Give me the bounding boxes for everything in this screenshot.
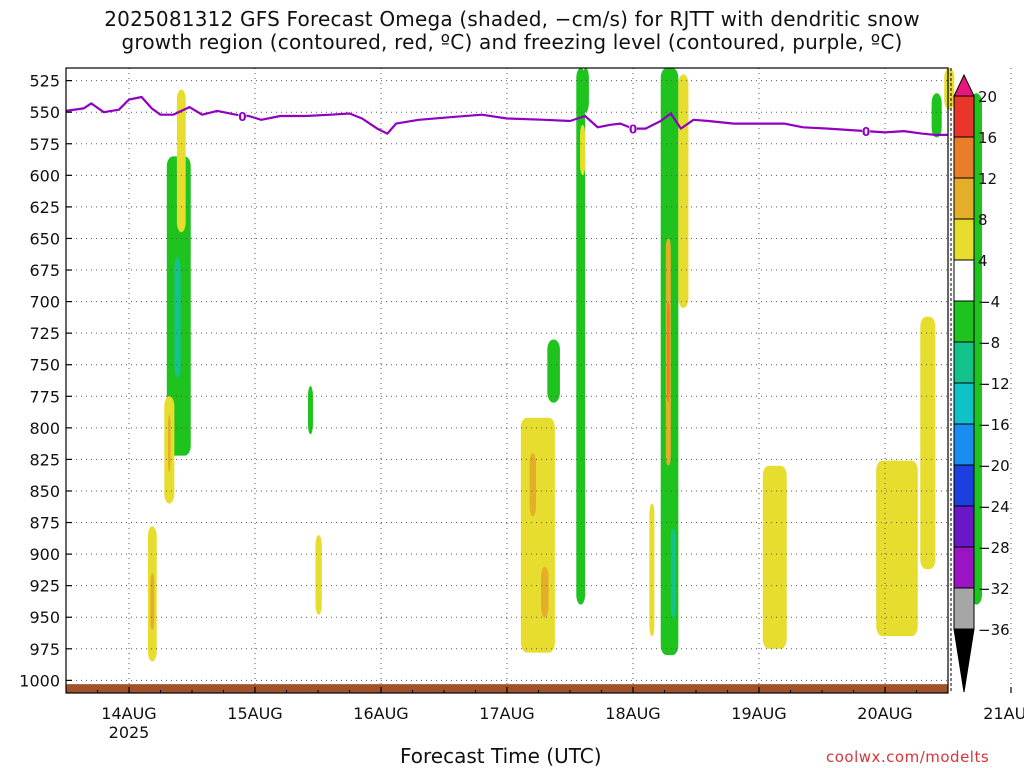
- x-year-label: 2025: [109, 723, 150, 742]
- x-tick-label: 21AUG: [983, 704, 1024, 723]
- chart-title-line1: 2025081312 GFS Forecast Omega (shaded, −…: [104, 7, 920, 31]
- omega-region: [315, 535, 322, 615]
- x-tick-label: 20AUG: [857, 704, 912, 723]
- colorbar-swatch: [953, 95, 975, 138]
- omega-region: [762, 465, 787, 649]
- y-tick-label: 875: [29, 514, 60, 533]
- colorbar-swatch: [953, 300, 975, 343]
- colorbar: 20 16 12 8 4 −4 −8 −12 −16 −20 −24 −28 −32 −36: [953, 73, 1010, 693]
- y-tick-label: 950: [29, 608, 60, 627]
- y-tick-label: 575: [29, 135, 60, 154]
- colorbar-label: −8: [978, 334, 1000, 352]
- colorbar-label: −32: [978, 580, 1010, 598]
- freezing-level-label-bg: [629, 122, 637, 135]
- y-tick-label: 675: [29, 261, 60, 280]
- omega-region: [667, 301, 670, 403]
- y-tick-label: 700: [29, 293, 60, 312]
- colorbar-label: −28: [978, 539, 1010, 557]
- colorbar-label: 8: [978, 211, 988, 229]
- omega-region: [176, 89, 186, 233]
- y-tick-label: 975: [29, 640, 60, 659]
- omega-region: [582, 68, 589, 113]
- colorbar-swatch: [953, 546, 975, 589]
- x-tick-label: 14AUG: [101, 704, 156, 723]
- colorbar-label: 16: [978, 129, 997, 147]
- y-tick-label: 600: [29, 166, 60, 185]
- y-tick-label: 800: [29, 419, 60, 438]
- colorbar-swatch: [953, 382, 975, 425]
- colorbar-swatch: [953, 259, 975, 302]
- omega-region: [944, 68, 955, 110]
- colorbar-swatch: [953, 505, 975, 548]
- y-tick-label: 1000: [19, 671, 60, 690]
- freezing-level-label: 0: [629, 123, 637, 137]
- freezing-level-line: [65, 95, 948, 136]
- y-tick-label: 850: [29, 482, 60, 501]
- colorbar-label: −16: [978, 416, 1010, 434]
- freezing-level-label-bg: [862, 125, 871, 138]
- omega-region: [876, 460, 918, 637]
- colorbar-label: −24: [978, 498, 1010, 516]
- omega-region: [168, 415, 171, 473]
- y-tick-label: 925: [29, 577, 60, 596]
- colorbar-label: −4: [978, 293, 1000, 311]
- x-tick-label: 19AUG: [731, 704, 786, 723]
- omega-region: [670, 528, 676, 618]
- y-tick-label: 900: [29, 545, 60, 564]
- omega-region: [580, 124, 586, 176]
- colorbar-label: −36: [978, 621, 1010, 639]
- omega-region: [920, 316, 936, 570]
- y-tick-label: 725: [29, 324, 60, 343]
- x-tick-label: 15AUG: [227, 704, 282, 723]
- colorbar-label: −12: [978, 375, 1010, 393]
- omega-region: [174, 257, 181, 378]
- omega-region: [307, 386, 313, 435]
- omega-region: [150, 573, 155, 630]
- colorbar-swatch: [953, 628, 975, 693]
- omega-region: [541, 566, 549, 618]
- colorbar-swatch: [953, 136, 975, 179]
- colorbar-swatch: [953, 587, 975, 630]
- omega-region: [931, 93, 942, 138]
- colorbar-swatch: [953, 218, 975, 261]
- chart-title-line2: growth region (contoured, red, ºC) and f…: [121, 30, 903, 54]
- freezing-level-label: 0: [238, 110, 246, 124]
- y-tick-label: 750: [29, 356, 60, 375]
- omega-shading: [147, 68, 983, 662]
- colorbar-label: −20: [978, 457, 1010, 475]
- colorbar-swatch: [953, 341, 975, 384]
- colorbar-label: 4: [978, 252, 988, 270]
- colorbar-label: 20: [978, 88, 997, 106]
- omega-region: [649, 503, 655, 637]
- y-tick-label: 525: [29, 72, 60, 91]
- x-axis-label: Forecast Time (UTC): [400, 744, 602, 768]
- colorbar-swatch: [953, 464, 975, 507]
- y-tick-label: 650: [29, 229, 60, 248]
- plot-frame: [65, 67, 949, 694]
- omega-region: [547, 339, 560, 403]
- freezing-level-label-bg: [238, 109, 247, 122]
- y-tick-label: 625: [29, 198, 60, 217]
- colorbar-swatch: [953, 423, 975, 466]
- y-tick-label: 775: [29, 387, 60, 406]
- omega-region: [529, 453, 536, 517]
- credit-link[interactable]: coolwx.com/modelts: [826, 748, 990, 766]
- freezing-level-label: 0: [862, 125, 870, 139]
- omega-region: [576, 68, 586, 605]
- x-tick-label: 18AUG: [605, 704, 660, 723]
- omega-region: [678, 74, 689, 308]
- colorbar-swatch: [953, 73, 975, 97]
- grid: [66, 68, 1012, 693]
- x-tick-label: 16AUG: [353, 704, 408, 723]
- y-tick-label: 825: [29, 450, 60, 469]
- colorbar-label: 12: [978, 170, 997, 188]
- x-tick-label: 17AUG: [479, 704, 534, 723]
- omega-region: [520, 417, 555, 653]
- y-tick-label: 550: [29, 103, 60, 122]
- colorbar-swatch: [953, 177, 975, 220]
